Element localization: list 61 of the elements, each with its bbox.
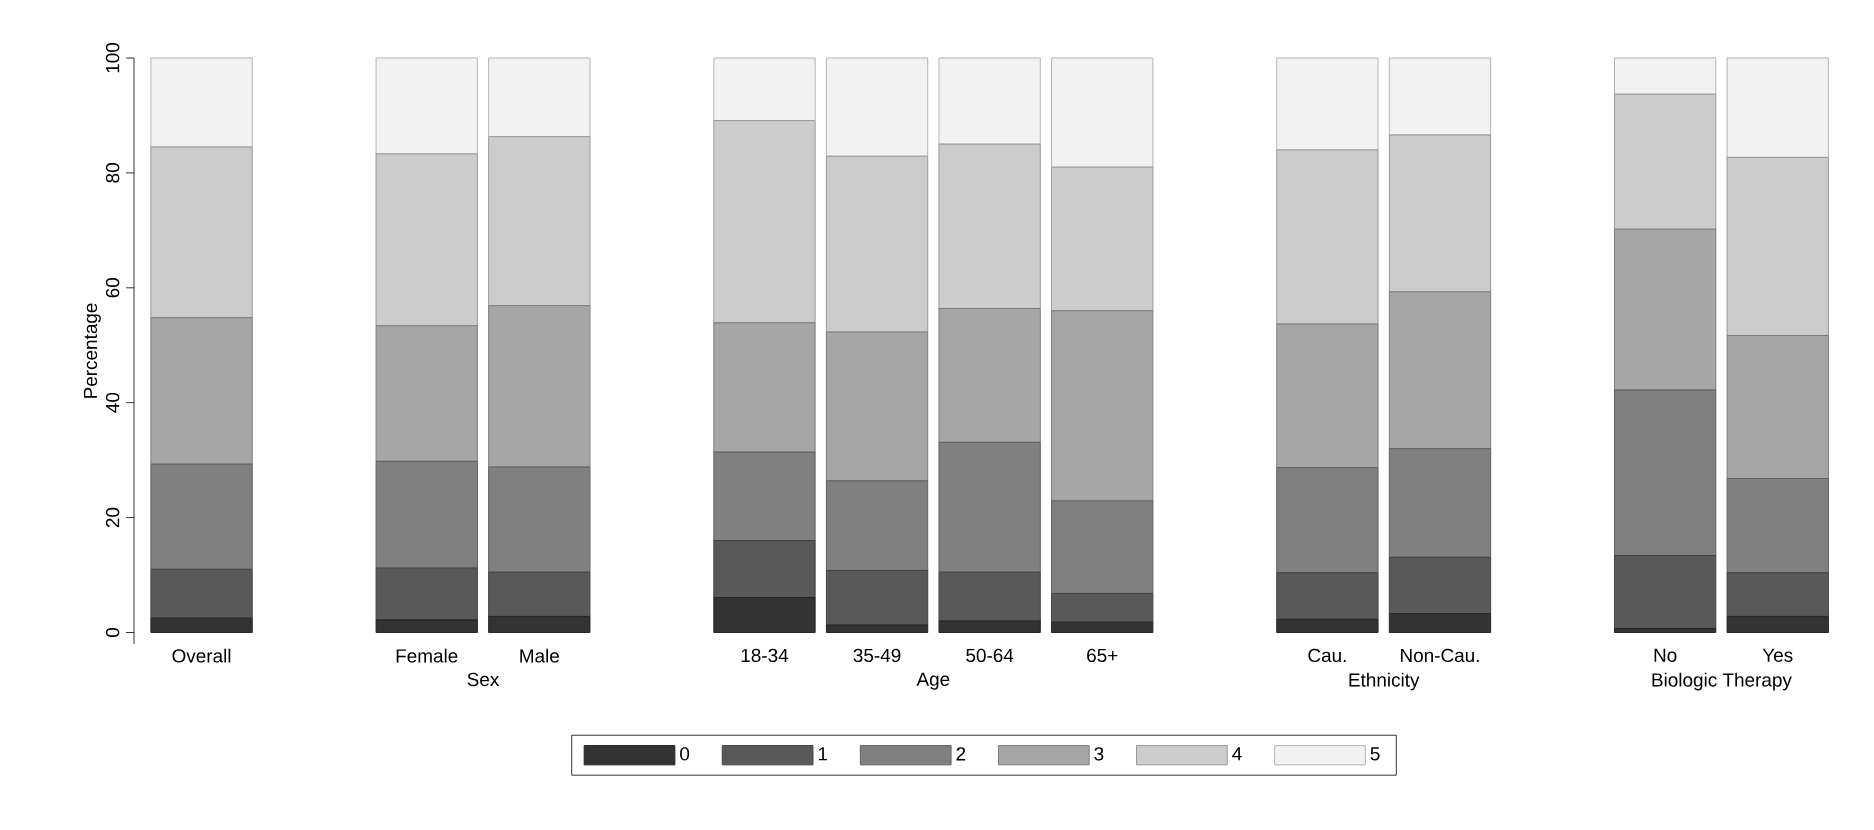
x-tick-label: 65+	[1087, 648, 1118, 663]
bar	[825, 57, 929, 157]
y-tick-label: 20	[105, 507, 120, 528]
x-tick-label: Female	[396, 648, 458, 663]
legend-label: 4	[1232, 747, 1242, 761]
bar	[938, 620, 1041, 634]
bar	[1726, 615, 1829, 634]
bar	[1388, 134, 1492, 293]
x-tick-label: 50-64	[966, 648, 1014, 663]
bar	[1388, 613, 1492, 634]
bar	[1051, 166, 1154, 312]
legend-label: 3	[1094, 747, 1104, 761]
bar	[375, 57, 478, 155]
legend-label: 1	[818, 747, 828, 761]
bar	[1388, 57, 1492, 136]
bar	[1051, 57, 1154, 168]
legend-label: 0	[680, 747, 690, 761]
x-tick-label: Male	[520, 648, 559, 663]
bar	[150, 146, 253, 319]
bar	[1051, 621, 1154, 634]
bar	[488, 136, 591, 307]
y-tick-label: 0	[105, 627, 120, 638]
bar	[1613, 627, 1717, 634]
bar	[825, 624, 929, 634]
bar	[150, 57, 253, 148]
bar	[1276, 618, 1379, 634]
bar	[938, 57, 1041, 145]
bar	[713, 596, 816, 634]
bar	[488, 57, 591, 138]
text: Sex	[467, 672, 500, 687]
bar	[1276, 149, 1379, 325]
x-tick-label: 35-49	[853, 648, 901, 663]
x-tick-label: Overall	[172, 648, 231, 663]
y-tick-label: 100	[105, 42, 120, 73]
bar	[825, 155, 929, 333]
bar	[375, 619, 478, 634]
bar	[1613, 57, 1717, 95]
bar	[1726, 156, 1829, 336]
bar	[1276, 57, 1379, 151]
y-tick-label: 80	[105, 163, 120, 183]
bar	[488, 615, 591, 634]
text: Ethnicity	[1349, 672, 1420, 691]
bar	[375, 153, 478, 327]
text: Biologic Therapy	[1652, 672, 1792, 691]
bar	[150, 617, 253, 634]
x-tick-label: 18-34	[741, 648, 789, 663]
bar	[1613, 93, 1717, 230]
x-tick-label: Yes	[1762, 648, 1793, 662]
bar	[713, 120, 816, 324]
x-tick-label: No	[1654, 648, 1677, 662]
bar	[1726, 57, 1829, 158]
legend-label: 2	[956, 747, 966, 761]
legend-label: 5	[1370, 747, 1380, 761]
text: Age	[916, 672, 950, 690]
bar	[713, 57, 816, 122]
x-tick-label: Cau.	[1308, 648, 1346, 663]
x-tick-label: Non-Cau.	[1401, 648, 1479, 663]
y-tick-label: 60	[105, 278, 120, 298]
y-axis-title: Percentage	[83, 303, 101, 398]
bar	[938, 143, 1041, 309]
y-tick-label: 40	[105, 392, 120, 413]
